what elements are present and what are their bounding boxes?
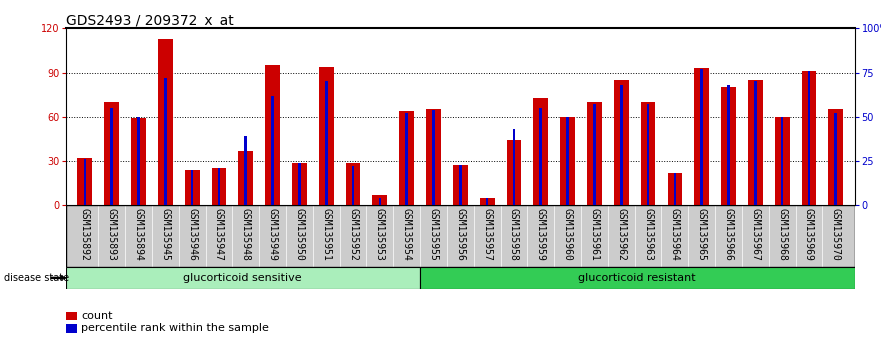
Bar bbox=[158, 39, 173, 205]
Bar bbox=[808, 71, 811, 205]
Bar bbox=[191, 170, 194, 205]
Bar bbox=[352, 166, 354, 205]
Bar bbox=[319, 67, 334, 205]
Bar bbox=[593, 104, 596, 205]
Bar bbox=[774, 117, 789, 205]
Bar bbox=[426, 109, 440, 205]
Text: GSM135965: GSM135965 bbox=[697, 209, 707, 261]
Bar bbox=[239, 151, 253, 205]
Bar bbox=[292, 162, 307, 205]
Bar bbox=[78, 158, 93, 205]
Text: GSM135954: GSM135954 bbox=[402, 209, 411, 261]
Bar bbox=[754, 81, 757, 205]
Text: GSM135952: GSM135952 bbox=[348, 209, 358, 261]
Text: GDS2493 / 209372_x_at: GDS2493 / 209372_x_at bbox=[66, 14, 233, 28]
Bar bbox=[539, 108, 542, 205]
Text: GSM135948: GSM135948 bbox=[241, 209, 251, 261]
Text: GSM135967: GSM135967 bbox=[751, 209, 760, 261]
Text: GSM135968: GSM135968 bbox=[777, 209, 787, 261]
Bar bbox=[110, 108, 113, 205]
Text: glucorticoid sensitive: glucorticoid sensitive bbox=[183, 273, 302, 283]
Text: GSM135892: GSM135892 bbox=[80, 209, 90, 261]
Bar bbox=[722, 87, 736, 205]
Bar bbox=[587, 102, 602, 205]
Bar bbox=[802, 71, 817, 205]
Bar bbox=[218, 168, 220, 205]
Text: percentile rank within the sample: percentile rank within the sample bbox=[81, 323, 269, 333]
Bar bbox=[185, 170, 199, 205]
Bar bbox=[674, 173, 677, 205]
Text: GSM135949: GSM135949 bbox=[268, 209, 278, 261]
Bar bbox=[668, 173, 682, 205]
Bar bbox=[533, 98, 548, 205]
Bar bbox=[647, 104, 649, 205]
Text: GSM135961: GSM135961 bbox=[589, 209, 599, 261]
Bar bbox=[298, 163, 300, 205]
Bar bbox=[66, 205, 855, 267]
Bar bbox=[265, 65, 280, 205]
Text: GSM135956: GSM135956 bbox=[455, 209, 465, 261]
Bar bbox=[614, 80, 629, 205]
Text: GSM135969: GSM135969 bbox=[804, 209, 814, 261]
Text: GSM135950: GSM135950 bbox=[294, 209, 305, 261]
Text: GSM135946: GSM135946 bbox=[187, 209, 197, 261]
Bar bbox=[271, 96, 274, 205]
Text: GSM135947: GSM135947 bbox=[214, 209, 224, 261]
Bar bbox=[513, 129, 515, 205]
Bar bbox=[560, 117, 575, 205]
Text: GSM135951: GSM135951 bbox=[322, 209, 331, 261]
Bar bbox=[419, 267, 855, 289]
Text: disease state: disease state bbox=[4, 273, 70, 283]
Text: GSM135960: GSM135960 bbox=[563, 209, 573, 261]
Bar bbox=[480, 198, 494, 205]
Bar bbox=[399, 111, 414, 205]
Text: glucorticoid resistant: glucorticoid resistant bbox=[578, 273, 696, 283]
Bar bbox=[379, 198, 381, 205]
Bar bbox=[748, 80, 763, 205]
Bar bbox=[781, 117, 783, 205]
Bar bbox=[137, 117, 140, 205]
Text: GSM135955: GSM135955 bbox=[428, 209, 439, 261]
Text: GSM135953: GSM135953 bbox=[374, 209, 385, 261]
Bar bbox=[66, 267, 419, 289]
Text: GSM135957: GSM135957 bbox=[482, 209, 492, 261]
Text: GSM135964: GSM135964 bbox=[670, 209, 680, 261]
Text: count: count bbox=[81, 311, 113, 321]
Bar bbox=[507, 141, 522, 205]
Bar bbox=[405, 113, 408, 205]
Bar bbox=[66, 205, 855, 267]
Bar bbox=[700, 69, 703, 205]
Text: GSM135962: GSM135962 bbox=[616, 209, 626, 261]
Bar bbox=[211, 169, 226, 205]
Bar bbox=[459, 165, 462, 205]
Bar bbox=[131, 118, 146, 205]
Bar bbox=[433, 110, 435, 205]
Text: GSM135963: GSM135963 bbox=[643, 209, 653, 261]
Text: GSM135893: GSM135893 bbox=[107, 209, 116, 261]
Bar bbox=[640, 102, 655, 205]
Text: GSM135970: GSM135970 bbox=[831, 209, 840, 261]
Bar bbox=[828, 109, 843, 205]
Bar bbox=[453, 166, 468, 205]
Bar bbox=[727, 85, 729, 205]
Bar bbox=[84, 159, 86, 205]
Text: GSM135945: GSM135945 bbox=[160, 209, 170, 261]
Bar bbox=[485, 198, 488, 205]
Bar bbox=[104, 102, 119, 205]
Bar bbox=[325, 81, 328, 205]
Text: GSM135966: GSM135966 bbox=[723, 209, 734, 261]
Text: GSM135958: GSM135958 bbox=[509, 209, 519, 261]
Bar bbox=[244, 136, 247, 205]
Text: GSM135894: GSM135894 bbox=[134, 209, 144, 261]
Bar bbox=[164, 78, 167, 205]
Bar bbox=[566, 117, 569, 205]
Bar bbox=[834, 113, 837, 205]
Bar bbox=[694, 68, 709, 205]
Text: GSM135959: GSM135959 bbox=[536, 209, 546, 261]
Bar bbox=[620, 85, 623, 205]
Bar bbox=[345, 162, 360, 205]
Bar bbox=[373, 195, 388, 205]
